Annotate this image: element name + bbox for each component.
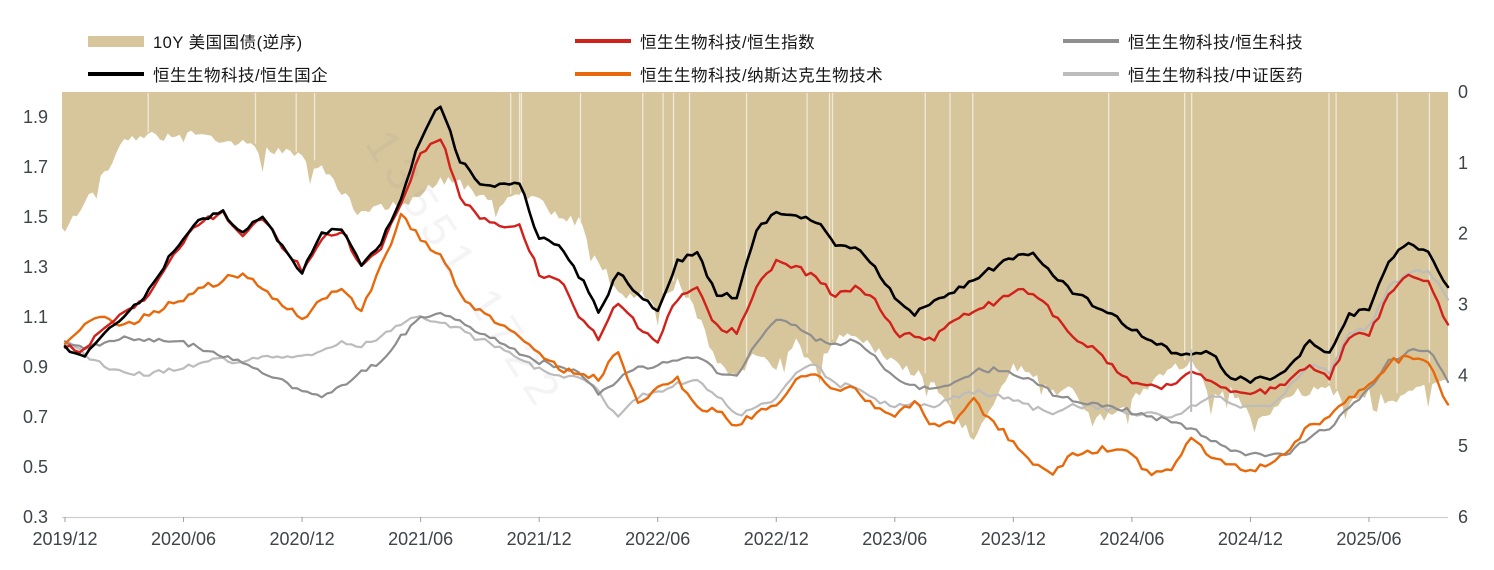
legend-label: 10Y 美国国债(逆序) (153, 34, 303, 52)
svg-text:2025/06: 2025/06 (1336, 529, 1401, 549)
svg-text:2019/12: 2019/12 (32, 529, 97, 549)
legend-item-hsbio-csimed: 恒生生物科技/中证医药 (1063, 64, 1304, 85)
legend-label: 恒生生物科技/恒生科技 (1128, 34, 1304, 52)
svg-text:1.3: 1.3 (23, 257, 48, 277)
svg-text:2: 2 (1458, 224, 1468, 244)
legend-label: 恒生生物科技/恒生国企 (153, 67, 329, 85)
svg-text:2024/12: 2024/12 (1218, 529, 1283, 549)
svg-text:0.5: 0.5 (23, 457, 48, 477)
legend-label: 恒生生物科技/中证医药 (1128, 67, 1304, 85)
legend-item-10y-treasury: 10Y 美国国债(逆序) (88, 31, 303, 52)
svg-text:2021/12: 2021/12 (507, 529, 572, 549)
legend-item-hsbio-nbi: 恒生生物科技/纳斯达克生物技术 (575, 64, 884, 85)
line-swatch (575, 72, 631, 76)
svg-text:2022/12: 2022/12 (744, 529, 809, 549)
svg-text:2023/06: 2023/06 (862, 529, 927, 549)
line-swatch (575, 39, 631, 43)
svg-text:5: 5 (1458, 436, 1468, 456)
legend-item-hsbio-hscei: 恒生生物科技/恒生国企 (88, 64, 329, 85)
legend-item-hsbio-hstech: 恒生生物科技/恒生科技 (1063, 31, 1304, 52)
svg-text:0: 0 (1458, 82, 1468, 102)
svg-text:0.3: 0.3 (23, 507, 48, 527)
svg-text:2022/06: 2022/06 (625, 529, 690, 549)
svg-text:1.7: 1.7 (23, 157, 48, 177)
svg-text:2024/06: 2024/06 (1099, 529, 1164, 549)
line-swatch (1063, 39, 1119, 43)
svg-text:2020/12: 2020/12 (270, 529, 335, 549)
svg-text:2020/06: 2020/06 (151, 529, 216, 549)
svg-text:1.9: 1.9 (23, 107, 48, 127)
svg-text:2023/12: 2023/12 (981, 529, 1046, 549)
svg-text:1: 1 (1458, 153, 1468, 173)
line-swatch (1063, 72, 1119, 76)
svg-text:0.9: 0.9 (23, 357, 48, 377)
svg-text:4: 4 (1458, 365, 1468, 385)
legend-item-hsbio-hsi: 恒生生物科技/恒生指数 (575, 31, 816, 52)
svg-text:3: 3 (1458, 295, 1468, 315)
svg-text:2021/06: 2021/06 (388, 529, 453, 549)
legend-label: 恒生生物科技/恒生指数 (640, 34, 816, 52)
svg-text:1.1: 1.1 (23, 307, 48, 327)
area-swatch (88, 35, 144, 47)
svg-text:6: 6 (1458, 507, 1468, 527)
legend-label: 恒生生物科技/纳斯达克生物技术 (640, 67, 884, 85)
svg-text:1.5: 1.5 (23, 207, 48, 227)
line-swatch (88, 72, 144, 76)
svg-text:0.7: 0.7 (23, 407, 48, 427)
